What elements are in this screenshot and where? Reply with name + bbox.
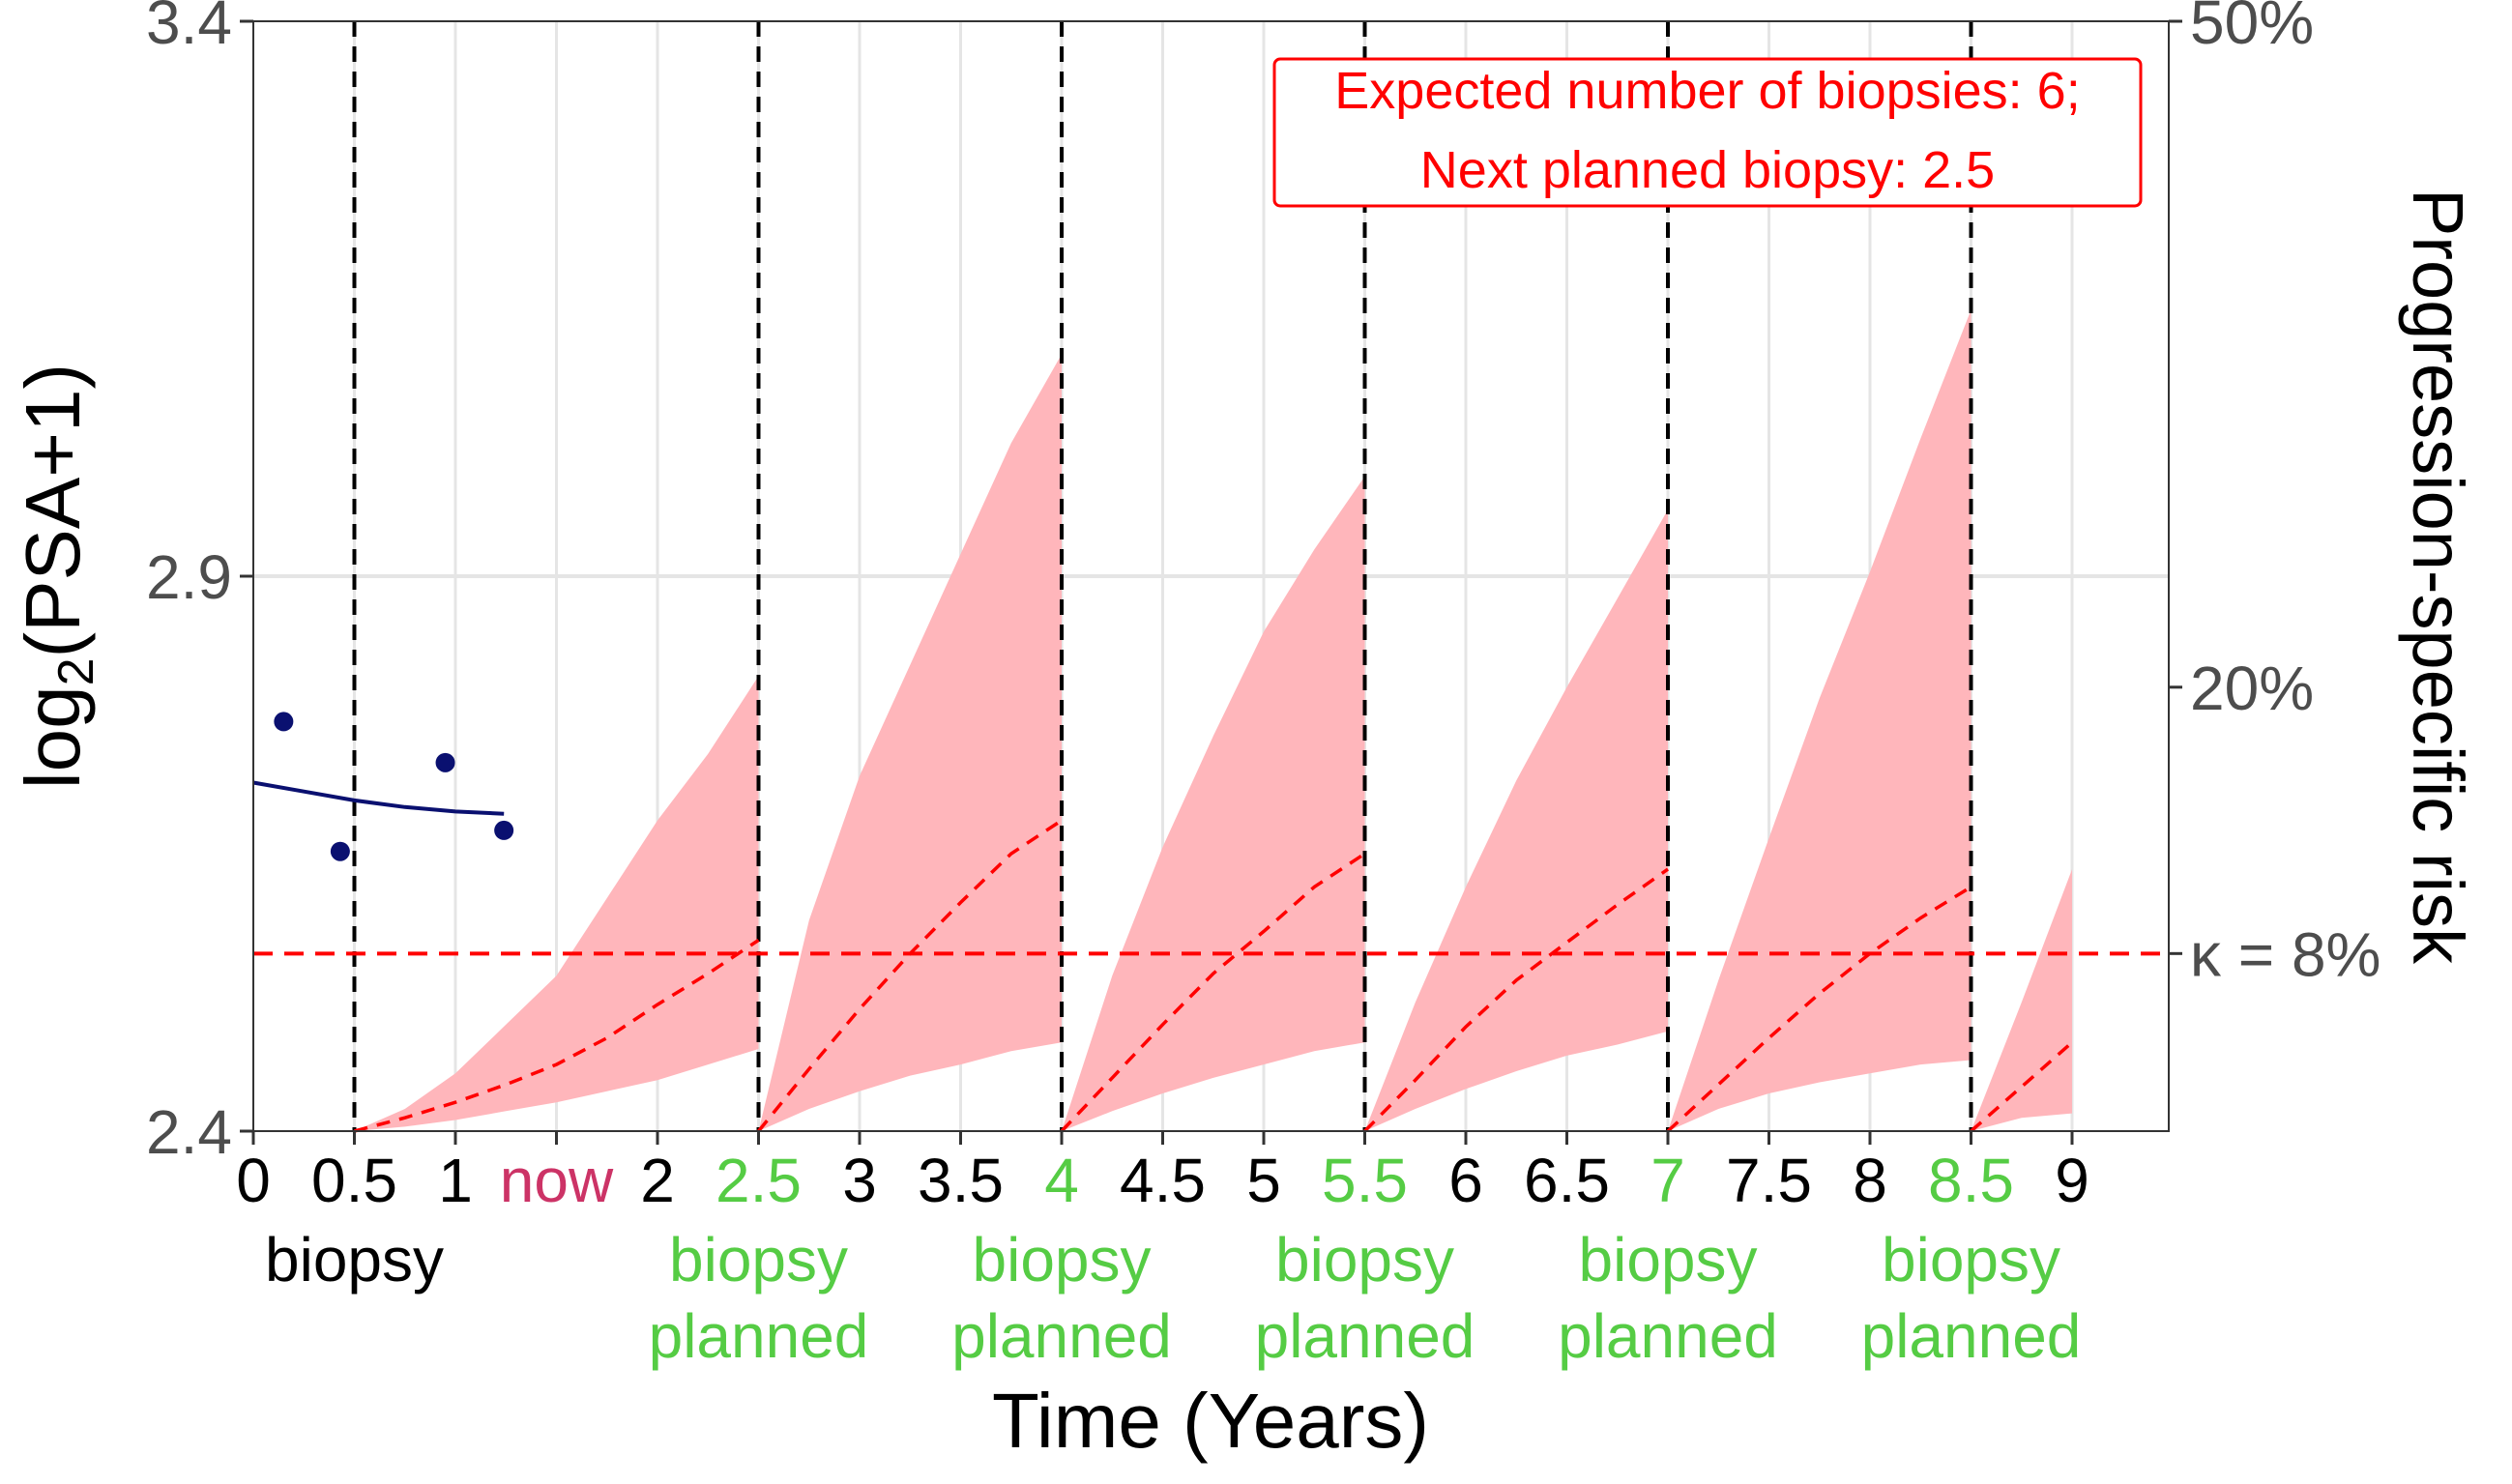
annotation-box: Expected number of biopsies: 6; Next plan… bbox=[1272, 57, 2143, 208]
psa-observation-point bbox=[435, 752, 455, 772]
biopsy-label: planned bbox=[1255, 1301, 1475, 1371]
psa-fitted-curve bbox=[252, 780, 505, 816]
y2-tick-label: 50% bbox=[2190, 0, 2314, 57]
x-tick-label: 8.5 bbox=[1928, 1146, 2014, 1215]
biopsy-label: biopsy bbox=[1882, 1225, 2060, 1295]
x-tick-label: 2 bbox=[640, 1146, 675, 1215]
x-tick-label: 6.5 bbox=[1524, 1146, 1610, 1215]
x-tick-label: 3 bbox=[842, 1146, 877, 1215]
risk-interval-band bbox=[354, 676, 759, 1131]
x-tick-label: 9 bbox=[2055, 1146, 2089, 1215]
axes: 2.4 2.9 3.4 κ = 8% 20% 50% 0 0.5 1 now 2 2.5 3 3.5 4 4.… bbox=[146, 0, 2381, 1371]
x-tick-label: 1 bbox=[438, 1146, 473, 1215]
annotation-frame bbox=[1272, 57, 2143, 208]
biopsy-label: planned bbox=[951, 1301, 1172, 1371]
y-tick-label: 3.4 bbox=[146, 0, 232, 57]
y-axis-title-subscript: 2 bbox=[48, 657, 104, 685]
annotation-text: Expected number of biopsies: 6; bbox=[1334, 62, 2080, 120]
risk-interval-band bbox=[758, 354, 1062, 1131]
x-tick-label: 7 bbox=[1650, 1146, 1685, 1215]
x-tick-label: 5.5 bbox=[1322, 1146, 1408, 1215]
risk-interval-band bbox=[1668, 309, 1972, 1131]
x-tick-label: 4 bbox=[1044, 1146, 1079, 1215]
annotation-text: Next planned biopsy: 2.5 bbox=[1420, 141, 1995, 199]
biopsy-label: biopsy bbox=[1275, 1225, 1454, 1295]
y2-tick-label: 20% bbox=[2190, 654, 2314, 723]
risk-median-line bbox=[1060, 852, 1366, 1133]
x-tick-label: 5 bbox=[1246, 1146, 1281, 1215]
biopsy-label: planned bbox=[1861, 1301, 2082, 1371]
psa-observation-point bbox=[330, 841, 350, 861]
biopsy-label: biopsy bbox=[1579, 1225, 1758, 1295]
x-tick-label: 3.5 bbox=[918, 1146, 1004, 1215]
psa-observation-point bbox=[494, 820, 514, 840]
risk-interval-band bbox=[1364, 509, 1668, 1131]
y-axis-title: log2(PSA+1) bbox=[10, 364, 104, 789]
x-axis-title: Time (Years) bbox=[992, 1378, 1429, 1464]
y2-tick-label: κ = 8% bbox=[2190, 919, 2381, 989]
risk-median-line bbox=[1363, 867, 1670, 1133]
biopsy-label: biopsy bbox=[973, 1225, 1152, 1295]
x-tick-label: 0 bbox=[236, 1146, 271, 1215]
risk-bands bbox=[354, 309, 2072, 1131]
x-tick-label: 6 bbox=[1448, 1146, 1483, 1215]
y-tick-label: 2.4 bbox=[146, 1097, 232, 1167]
x-tick-label: 0.5 bbox=[311, 1146, 397, 1215]
risk-median-line bbox=[354, 939, 760, 1133]
psa-observation-point bbox=[274, 712, 294, 732]
x-tick-label: 7.5 bbox=[1726, 1146, 1812, 1215]
x-tick-label: 4.5 bbox=[1120, 1146, 1206, 1215]
biopsy-label: planned bbox=[649, 1301, 869, 1371]
psa-series bbox=[252, 712, 514, 861]
risk-interval-band bbox=[1062, 476, 1365, 1131]
y-tick-label: 2.9 bbox=[146, 542, 232, 612]
biopsy-label: planned bbox=[1558, 1301, 1778, 1371]
x-tick-label: now bbox=[500, 1146, 614, 1215]
x-tick-label: 2.5 bbox=[716, 1146, 802, 1215]
risk-median-line bbox=[1666, 885, 1972, 1133]
biopsy-label: biopsy bbox=[265, 1225, 444, 1295]
biopsy-label: biopsy bbox=[669, 1225, 848, 1295]
x-tick-label: 8 bbox=[1853, 1146, 1887, 1215]
y-axis-title-rest: (PSA+1) bbox=[10, 364, 96, 658]
y-axis-title-log: log bbox=[10, 685, 96, 789]
secondary-y-axis-title: Progression-specific risk bbox=[2398, 189, 2478, 965]
